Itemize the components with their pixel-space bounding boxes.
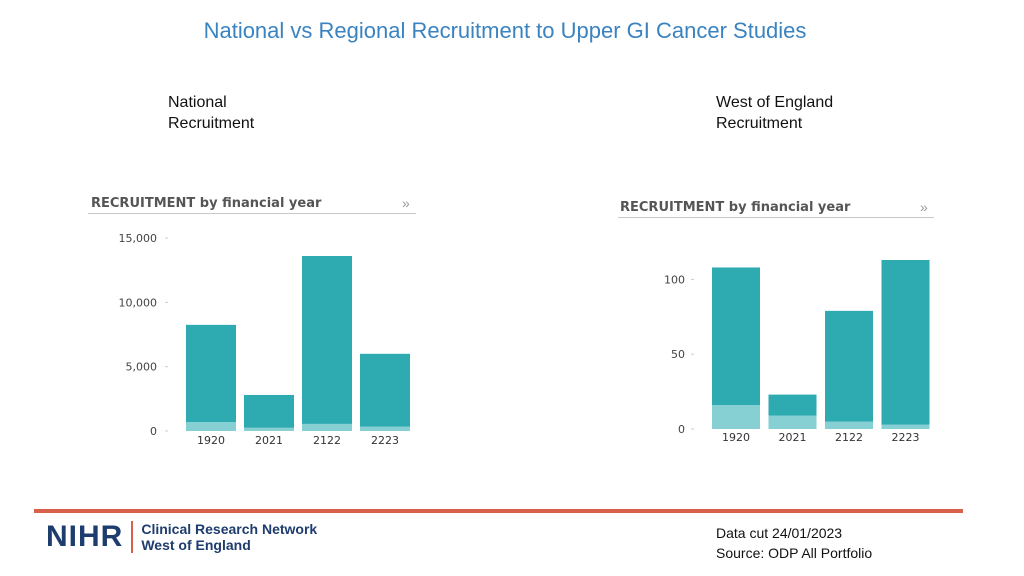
bar-segment-main[interactable] — [302, 256, 352, 424]
source-note: Data cut 24/01/2023 Source: ODP All Port… — [716, 523, 872, 563]
bar-segment-light[interactable] — [186, 421, 236, 431]
network-name-line2: West of England — [141, 537, 251, 553]
bar-segment-main[interactable] — [825, 310, 873, 422]
x-tick-label: 1920 — [197, 434, 225, 447]
bar-segment-main[interactable] — [881, 260, 930, 425]
y-tick-label: 100 — [664, 273, 685, 286]
x-tick-label: 2122 — [835, 431, 863, 444]
y-tick-label: 10,000 — [119, 296, 158, 309]
bar-segment-light[interactable] — [302, 423, 352, 431]
x-tick-label: 2021 — [779, 431, 807, 444]
bar-segment-main[interactable] — [360, 353, 410, 427]
page-title: National vs Regional Recruitment to Uppe… — [203, 18, 807, 43]
source-text: Source: ODP All Portfolio — [716, 545, 873, 561]
x-tick-label: 2122 — [313, 434, 341, 447]
x-tick-label: 1920 — [722, 431, 750, 444]
y-tick-label: 15,000 — [119, 232, 158, 245]
bar-segment-main[interactable] — [244, 394, 294, 428]
footer-divider — [34, 509, 963, 513]
data-cut-text: Data cut 24/01/2023 — [716, 525, 843, 541]
y-tick-label: 5,000 — [126, 361, 158, 374]
nihr-logo: NIHR Clinical Research Network West of E… — [46, 519, 317, 555]
bar-segment-main[interactable] — [186, 324, 236, 422]
logo-divider — [131, 521, 134, 553]
expand-chevron-icon[interactable]: » — [920, 199, 928, 215]
y-tick-label: 0 — [150, 425, 157, 438]
expand-chevron-icon[interactable]: » — [402, 195, 410, 211]
national-label: National Recruitment — [168, 92, 254, 134]
national-label-line2: Recruitment — [168, 115, 255, 132]
regional-label-line2: Recruitment — [716, 115, 803, 132]
bar-segment-light[interactable] — [881, 424, 930, 429]
bar-segment-light[interactable] — [825, 421, 873, 429]
bar-segment-light[interactable] — [360, 426, 410, 431]
national-chart-title: RECRUITMENT by financial year — [91, 196, 322, 211]
national-label-line1: National — [168, 94, 227, 111]
national-title-divider — [88, 213, 416, 214]
bar-segment-main[interactable] — [712, 267, 760, 406]
regional-chart-title: RECRUITMENT by financial year — [620, 200, 851, 215]
regional-label: West of England Recruitment — [716, 92, 833, 134]
x-tick-label: 2223 — [892, 431, 920, 444]
bar-segment-light[interactable] — [768, 415, 817, 429]
y-tick-label: 0 — [678, 423, 685, 436]
x-tick-label: 2223 — [371, 434, 399, 447]
nihr-logo-text: NIHR — [46, 520, 124, 553]
bar-segment-light[interactable] — [712, 405, 760, 429]
y-tick-label: 50 — [671, 348, 685, 361]
bar-segment-light[interactable] — [244, 427, 294, 431]
network-name-line1: Clinical Research Network — [141, 521, 318, 537]
bar-segment-main[interactable] — [768, 394, 817, 416]
regional-label-line1: West of England — [716, 94, 834, 111]
network-name: Clinical Research Network West of Englan… — [141, 521, 317, 553]
regional-title-divider — [618, 217, 934, 218]
x-tick-label: 2021 — [255, 434, 283, 447]
